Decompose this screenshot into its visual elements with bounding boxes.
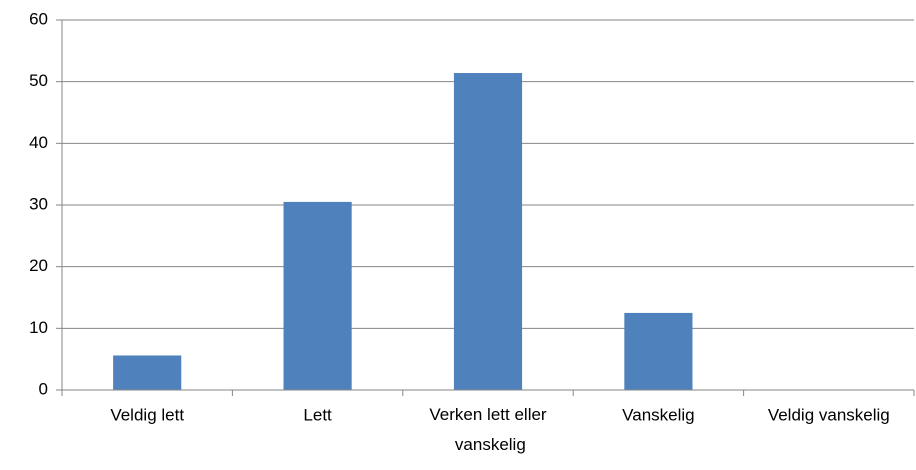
y-tick-label: 20	[29, 256, 48, 275]
y-tick-label: 0	[39, 379, 48, 398]
y-tick-label: 50	[29, 71, 48, 90]
y-tick-label: 30	[29, 194, 48, 213]
y-tick-label: 60	[29, 9, 48, 28]
x-tick-label: Verken lett eller vanskelig	[429, 405, 547, 454]
bar	[453, 73, 523, 391]
x-tick-label: Veldig lett	[110, 405, 184, 424]
x-tick-label: Vanskelig	[622, 405, 694, 424]
x-tick-label: Veldig vanskelig	[768, 405, 890, 424]
y-tick-label: 10	[29, 318, 48, 337]
y-tick-label: 40	[29, 133, 48, 152]
bar	[624, 312, 693, 390]
bar	[283, 201, 352, 390]
x-tick-label: Lett	[303, 405, 332, 424]
bar	[113, 355, 182, 390]
